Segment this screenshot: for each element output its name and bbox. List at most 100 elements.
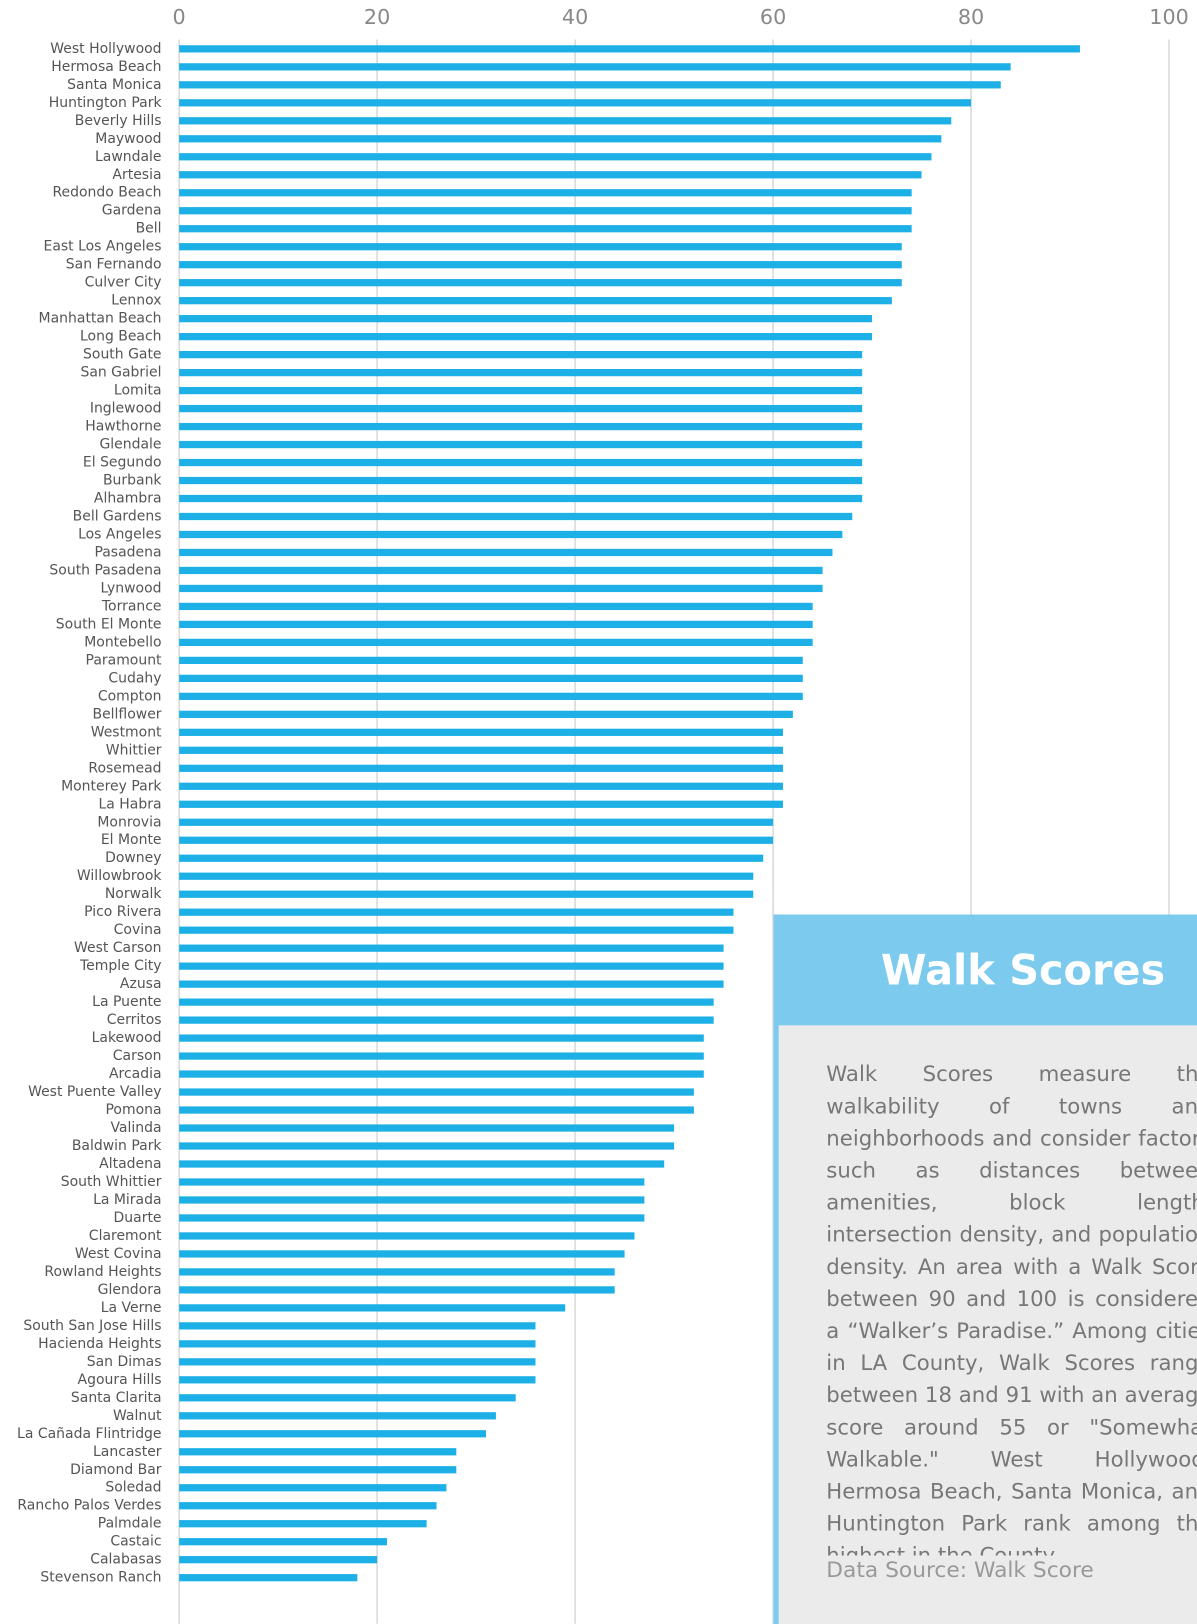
y-tick-label: Bell — [136, 221, 162, 237]
bar — [179, 1232, 635, 1240]
bar — [179, 45, 1080, 53]
bar — [179, 1016, 714, 1024]
bar — [179, 566, 823, 575]
y-tick-label: Montebello — [84, 634, 161, 650]
bar — [179, 1430, 487, 1438]
y-tick-label: Alhambra — [94, 491, 162, 507]
bar — [179, 261, 902, 269]
bar — [179, 998, 714, 1006]
y-tick-label: Willowbrook — [77, 868, 163, 884]
y-tick-label: Huntington Park — [49, 95, 163, 111]
bar — [179, 1142, 675, 1150]
bar — [179, 81, 1001, 89]
y-tick-label: Culver City — [85, 275, 162, 291]
panel-header — [773, 914, 1197, 1026]
y-tick-label: Hacienda Heights — [38, 1336, 161, 1352]
y-tick-label: Lomita — [114, 383, 162, 399]
y-tick-label: Castaic — [110, 1534, 161, 1550]
bar — [179, 1160, 665, 1168]
bar — [179, 512, 853, 521]
bar — [179, 926, 734, 934]
y-tick-label: Downey — [105, 850, 161, 866]
y-tick-label: Compton — [98, 688, 162, 704]
y-tick-label: Rosemead — [88, 760, 161, 776]
bar — [179, 1538, 388, 1546]
y-tick-label: Bellflower — [92, 706, 161, 722]
bar — [179, 800, 783, 808]
bar — [179, 333, 873, 341]
bar — [179, 207, 912, 215]
bar — [179, 1358, 536, 1366]
y-tick-label: South Pasadena — [49, 562, 161, 578]
bar — [179, 1268, 615, 1276]
y-tick-label: Monterey Park — [61, 778, 162, 794]
y-tick-label: La Verne — [101, 1300, 162, 1316]
bar — [179, 890, 754, 898]
bar — [179, 189, 912, 197]
y-tick-label: Glendale — [99, 437, 161, 453]
bar — [179, 1556, 378, 1564]
y-tick-label: East Los Angeles — [44, 239, 162, 255]
bar — [179, 315, 873, 323]
bar — [179, 764, 783, 772]
bar — [179, 63, 1011, 71]
y-tick-label: Hawthorne — [85, 419, 161, 435]
y-tick-label: Cerritos — [107, 1012, 162, 1028]
bar — [179, 440, 863, 449]
y-tick-label: Burbank — [103, 473, 162, 489]
bar — [179, 1574, 358, 1582]
y-tick-label: South San Jose Hills — [23, 1318, 161, 1334]
bar — [179, 350, 863, 359]
y-tick-label: Altadena — [99, 1156, 161, 1172]
y-tick-label: Calabasas — [90, 1552, 161, 1568]
y-tick-label: Westmont — [91, 724, 162, 740]
x-tick-label: 40 — [562, 5, 588, 29]
y-tick-label: Pomona — [105, 1102, 161, 1118]
bar — [179, 818, 774, 826]
bar — [179, 1070, 704, 1078]
panel-border — [773, 914, 779, 1624]
bar — [179, 962, 724, 970]
y-tick-label: West Carson — [74, 940, 162, 956]
bar — [179, 117, 952, 125]
y-tick-label: South El Monte — [56, 616, 162, 632]
y-tick-label: Cudahy — [108, 670, 161, 686]
bar — [179, 674, 803, 682]
bar — [179, 1286, 615, 1294]
y-tick-label: Lawndale — [95, 149, 162, 165]
panel-body — [773, 914, 1197, 1624]
bar — [179, 1250, 625, 1258]
y-tick-label: Soledad — [105, 1480, 161, 1496]
bars: West Hollywood Hermosa Beach Santa Monica H… — [17, 41, 1080, 1586]
y-tick-label: West Covina — [75, 1246, 162, 1262]
bar — [179, 584, 823, 593]
y-tick-label: Pico Rivera — [84, 904, 161, 920]
bar — [179, 225, 912, 233]
bar — [179, 1124, 675, 1132]
y-tick-label: Manhattan Beach — [39, 311, 162, 327]
panel-text: Walk Scores measure the walkability of t… — [826, 1061, 1197, 1556]
y-tick-label: Maywood — [95, 131, 161, 147]
bar — [179, 368, 863, 377]
y-tick-label: Rancho Palos Verdes — [17, 1498, 161, 1514]
text-panel: Walk Scores Walk Scores measure the walk… — [773, 914, 1197, 1624]
bar — [179, 1034, 704, 1042]
y-tick-label: San Gabriel — [80, 365, 161, 381]
bar — [179, 1052, 704, 1060]
y-tick-label: Diamond Bar — [70, 1462, 162, 1478]
y-tick-label: Santa Clarita — [71, 1390, 162, 1406]
bar — [179, 1304, 566, 1312]
bar — [179, 99, 972, 107]
x-tick-label: 100 — [1149, 5, 1189, 29]
y-tick-label: Walnut — [113, 1408, 162, 1424]
panel-title: Walk Scores — [881, 947, 1165, 995]
y-tick-label: Palmdale — [98, 1516, 162, 1532]
bar — [179, 692, 803, 700]
y-tick-label: Inglewood — [90, 401, 162, 417]
panel-source: Data Source: Walk Score — [826, 1558, 1094, 1583]
y-tick-label: La Mirada — [93, 1192, 161, 1208]
bar — [179, 494, 863, 503]
bar — [179, 1502, 437, 1510]
bar — [179, 944, 724, 952]
bar — [179, 1178, 645, 1186]
